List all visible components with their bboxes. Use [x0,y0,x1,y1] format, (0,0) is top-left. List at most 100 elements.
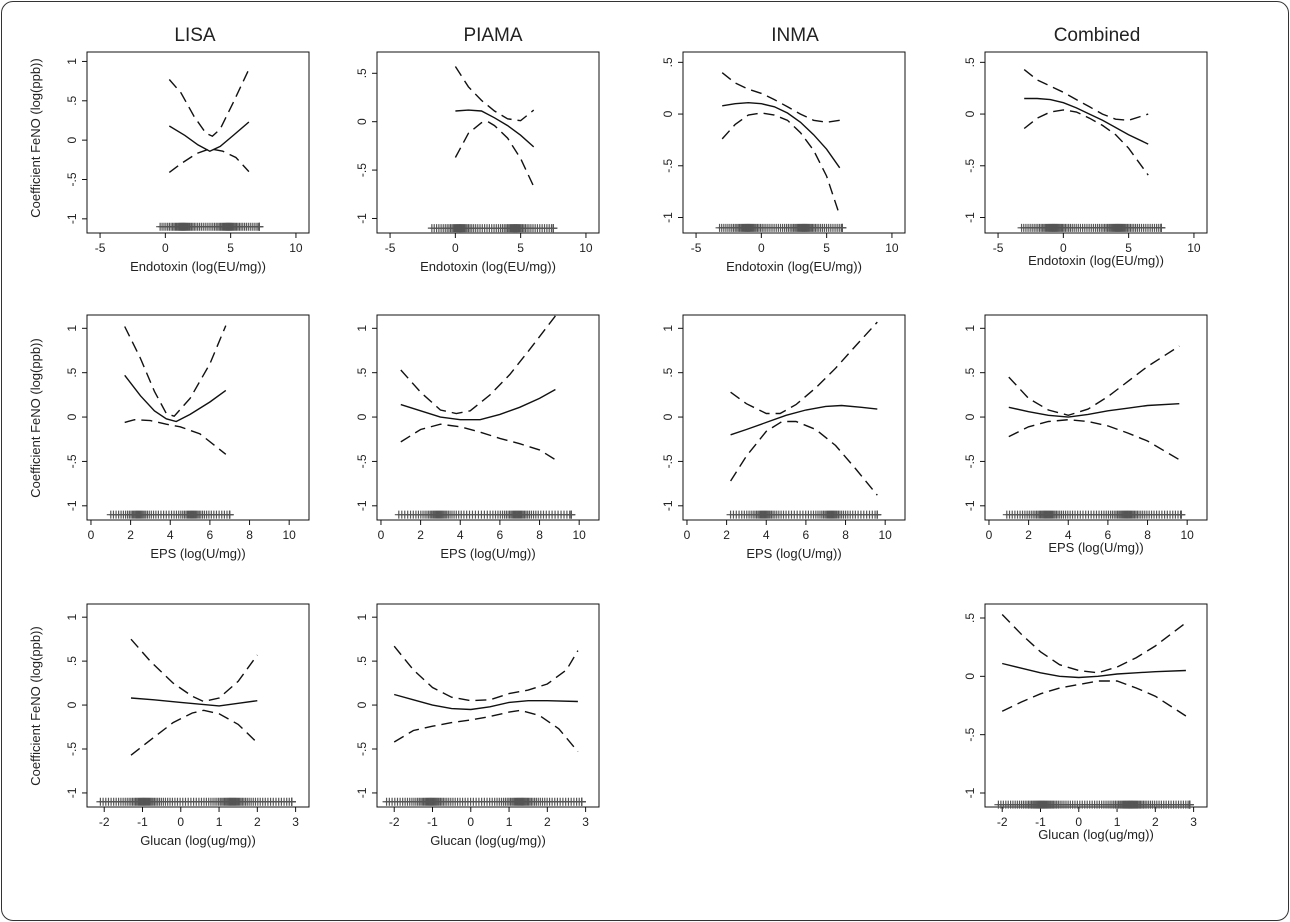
y-tick-label: -1 [963,212,977,223]
y-tick-label: 0 [65,701,79,708]
x-tick-label: -5 [691,241,702,255]
y-tick-label: -1 [65,213,79,224]
y-tick-label: 0 [355,701,369,708]
x-tick-label: 5 [1125,241,1132,255]
y-tick-label: -.5 [661,158,675,172]
panel-combined-row3: -1 -.5 0 .5 -2 -1 0 1 2 3 Glucan (log(ug/mg)) [963,603,1208,842]
x-tick-label: 3 [582,815,589,829]
x-axis-label: Endotoxin (log(EU/mg)) [130,259,266,274]
x-tick-label: 6 [207,528,214,542]
y-tick-label: -1 [963,787,977,798]
x-tick-label: 1 [216,815,223,829]
lower-ci-line [721,112,841,216]
y-tick-label: 1 [355,614,369,621]
x-tick-label: 10 [1180,528,1194,542]
lower-ci-line [393,709,579,753]
y-tick-label: 0 [661,413,675,420]
x-tick-label: 8 [246,528,253,542]
x-tick-label: 8 [1144,528,1151,542]
y-tick-label: -.5 [65,742,79,756]
fit-line [722,101,841,169]
y-tick-label: 0 [963,673,977,680]
fit-line [1002,662,1186,679]
panel-lisa-row1: -1 -.5 0 .5 1 -5 0 5 10 Endotoxin (log(EU/mg)) [65,51,310,274]
x-axis-label: Endotoxin (log(EU/mg)) [726,259,862,274]
y-tick-label: .5 [355,656,369,666]
upper-ci-line [1023,69,1149,122]
y-tick-label: .5 [355,367,369,377]
x-tick-label: -5 [385,241,396,255]
x-tick-label: 4 [167,528,174,542]
x-tick-label: 2 [1025,528,1032,542]
x-tick-label: -2 [389,815,400,829]
plot-area [86,603,310,808]
x-tick-label: 0 [452,241,459,255]
x-tick-label: -1 [137,815,148,829]
x-tick-label: 10 [878,528,892,542]
x-tick-label: 0 [162,241,169,255]
rug-marker [567,510,576,519]
upper-ci-line [1001,614,1187,674]
plot-area [984,603,1208,808]
y-tick-label: .5 [963,57,977,67]
fit-line [394,693,578,711]
rug-marker [873,510,882,519]
y-tick-label: 0 [963,413,977,420]
upper-ci-line [168,69,250,138]
rug-marker [287,797,296,806]
y-tick-label: 0 [65,136,79,143]
y-tick-label: -.5 [355,454,369,468]
upper-ci-line [721,72,840,124]
column-title-inma: INMA [771,25,819,46]
fit-line [400,388,556,421]
row-3-ylabel: Coefficient FeNO (log(ppb)) [28,626,43,785]
x-tick-label: 1 [1114,815,1121,829]
x-axis-label: Endotoxin (log(EU/mg)) [1028,253,1164,268]
fit-line [1008,403,1180,418]
lower-ci-line [730,420,878,496]
lower-ci-line [400,423,556,461]
lower-ci-line [130,709,258,756]
x-tick-label: 2 [544,815,551,829]
x-tick-label: 2 [254,815,261,829]
x-tick-label: 10 [289,241,303,255]
x-axis-label: Glucan (log(ug/mg)) [430,833,546,848]
y-tick-label: 1 [355,325,369,332]
x-tick-label: 0 [378,528,385,542]
x-tick-label: 2 [417,528,424,542]
upper-ci-line [124,325,227,418]
y-tick-label: .5 [65,367,79,377]
x-axis-label: EPS (log(U/mg)) [1048,540,1143,555]
x-tick-label: -2 [997,815,1008,829]
x-tick-label: 5 [823,241,830,255]
fit-line [455,109,535,148]
y-tick-label: -1 [65,500,79,511]
rug-marker [1157,223,1166,232]
x-tick-label: 0 [467,815,474,829]
y-tick-label: 0 [355,118,369,125]
x-tick-label: 3 [292,815,299,829]
x-tick-label: 6 [1105,528,1112,542]
upper-ci-line [400,315,556,415]
rug-marker [1177,510,1186,519]
plot-area [376,603,600,808]
column-title-lisa: LISA [174,25,216,46]
fit-line [168,121,250,152]
rug-marker [577,797,586,806]
lower-ci-line [1001,680,1187,717]
x-tick-label: 0 [88,528,95,542]
y-tick-label: 0 [661,110,675,117]
x-tick-label: 8 [536,528,543,542]
y-tick-label: -.5 [355,742,369,756]
x-tick-label: 2 [723,528,730,542]
x-tick-label: 0 [758,241,765,255]
panel-combined-row1: -1 -.5 0 .5 -5 0 5 10 Endotoxin (log(EU/mg)) [963,51,1208,268]
x-tick-label: -5 [993,241,1004,255]
upper-ci-line [730,321,878,415]
x-axis-label: EPS (log(U/mg)) [746,546,841,561]
